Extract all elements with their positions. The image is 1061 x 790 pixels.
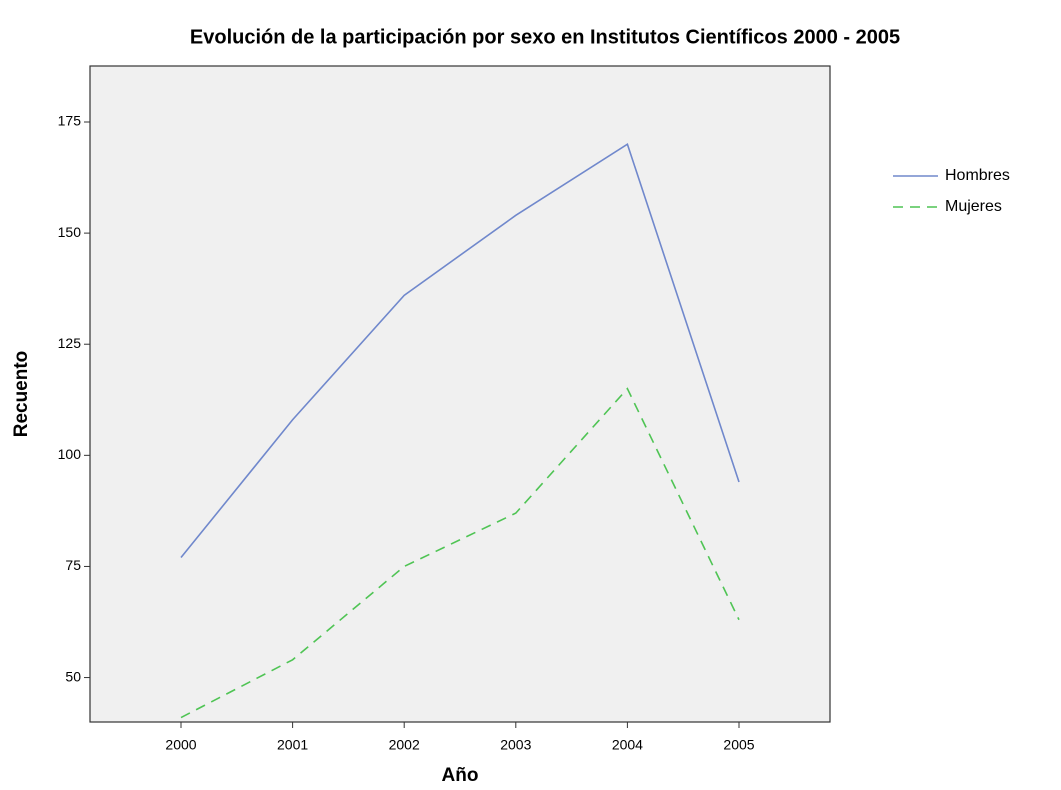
y-tick-label: 100 bbox=[58, 446, 82, 462]
legend-label: Mujeres bbox=[945, 198, 1002, 215]
x-axis-title: Año bbox=[442, 765, 479, 786]
y-axis-title: Recuento bbox=[11, 351, 32, 438]
series-line bbox=[180, 387, 740, 719]
series-line bbox=[180, 142, 740, 559]
x-tick-label: 2002 bbox=[389, 737, 420, 753]
y-tick-label: 125 bbox=[58, 335, 82, 351]
plot-area bbox=[89, 65, 831, 723]
x-tick-label: 2000 bbox=[165, 737, 196, 753]
x-tick-label: 2001 bbox=[277, 737, 308, 753]
y-tick-label: 175 bbox=[58, 113, 82, 129]
chart-title: Evolución de la participación por sexo e… bbox=[190, 26, 900, 48]
y-tick-label: 50 bbox=[65, 668, 81, 684]
x-tick-label: 2005 bbox=[723, 737, 754, 753]
legend-label: Hombres bbox=[945, 167, 1010, 184]
y-tick-label: 75 bbox=[65, 557, 81, 573]
y-tick-label: 150 bbox=[58, 224, 82, 240]
x-tick-label: 2004 bbox=[612, 737, 643, 753]
x-tick-label: 2003 bbox=[500, 737, 531, 753]
